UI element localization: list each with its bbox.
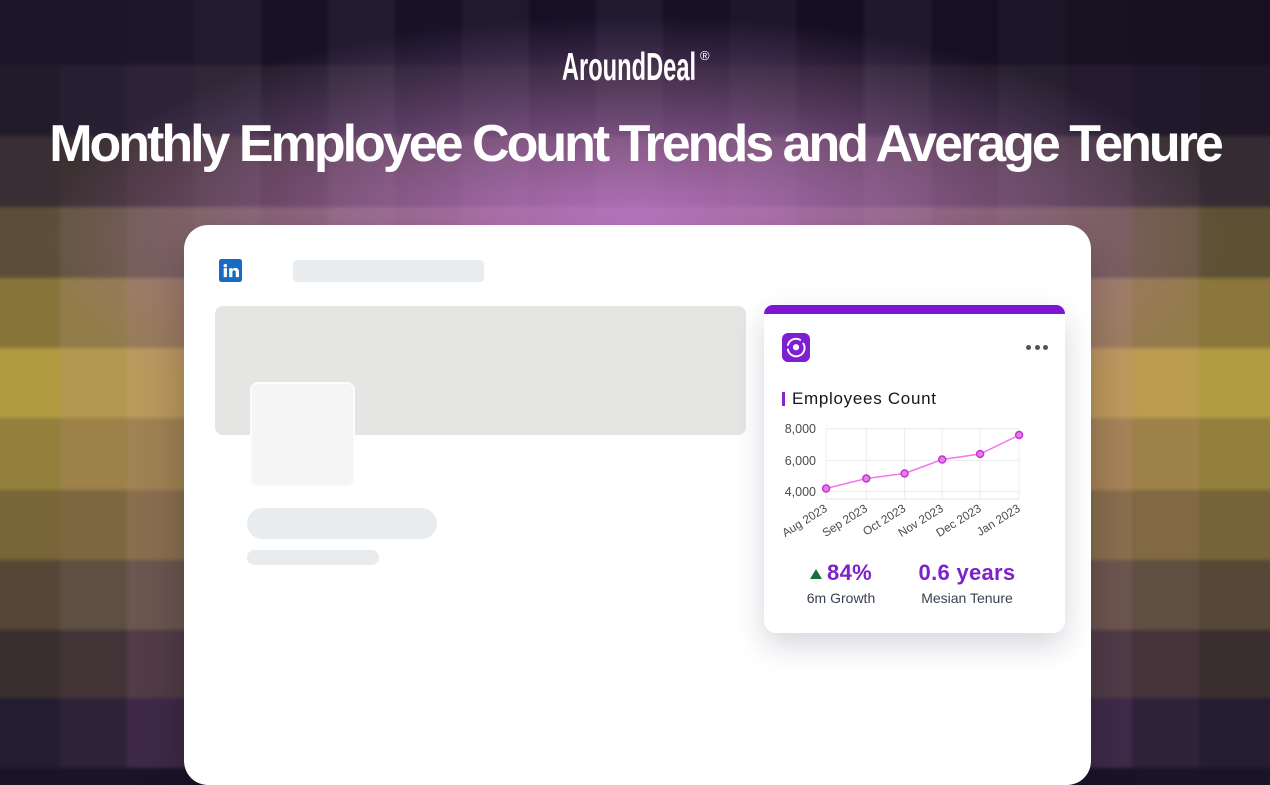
svg-text:6,000: 6,000 <box>785 454 816 468</box>
svg-text:Jan 2023: Jan 2023 <box>974 501 1023 539</box>
svg-text:4,000: 4,000 <box>785 485 816 499</box>
svg-text:Sep 2023: Sep 2023 <box>820 501 871 540</box>
svg-text:8,000: 8,000 <box>785 422 816 436</box>
